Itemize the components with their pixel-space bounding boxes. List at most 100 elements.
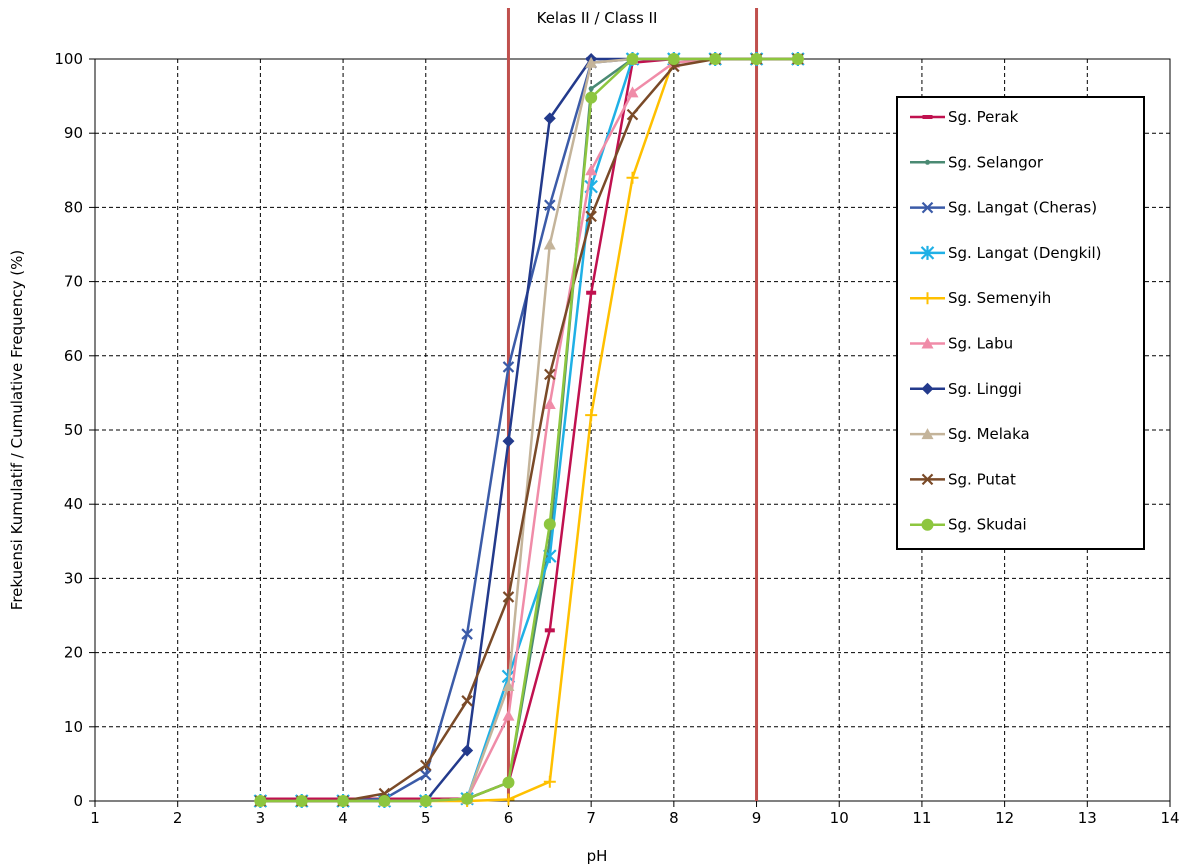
y-tick-label: 30 <box>64 569 83 587</box>
legend-item-sg-langat-cheras: Sg. Langat (Cheras) <box>910 199 1097 217</box>
legend-marker <box>922 115 933 119</box>
legend-label: Sg. Selangor <box>948 153 1044 171</box>
legend-label: Sg. Melaka <box>948 425 1030 443</box>
legend-marker <box>920 245 935 260</box>
data-point <box>543 398 556 410</box>
legend-marker <box>921 473 934 486</box>
data-point <box>254 795 267 807</box>
data-point <box>585 91 598 104</box>
y-tick-label: 70 <box>64 273 83 291</box>
x-axis-title: pH <box>587 847 608 865</box>
x-tick-label: 8 <box>669 809 679 827</box>
data-point <box>709 53 722 65</box>
data-point <box>502 776 515 789</box>
y-tick-label: 20 <box>64 644 83 662</box>
x-tick-label: 6 <box>504 809 514 827</box>
data-point <box>626 86 639 98</box>
data-point <box>626 108 639 121</box>
legend-label: Sg. Langat (Dengkil) <box>948 244 1102 262</box>
data-point <box>337 795 350 807</box>
data-point <box>295 795 308 807</box>
y-tick-label: 80 <box>64 198 83 216</box>
legend-marker <box>925 159 930 165</box>
data-point <box>544 628 555 633</box>
class-band <box>506 8 759 801</box>
legend-item-sg-skudai: Sg. Skudai <box>910 516 1027 534</box>
y-axis-title: Frekuensi Kumulatif / Cumulative Frequen… <box>8 250 26 610</box>
data-point <box>543 238 556 250</box>
legend-label: Sg. Linggi <box>948 380 1022 398</box>
data-point <box>502 435 515 448</box>
x-tick-label: 2 <box>173 809 183 827</box>
x-tick-label: 1 <box>90 809 100 827</box>
x-tick-label: 10 <box>830 809 849 827</box>
series-line-sg-skudai <box>260 57 798 803</box>
data-point <box>750 53 763 65</box>
series-sg-skudai <box>254 53 804 807</box>
legend-label: Sg. Labu <box>948 335 1013 353</box>
legend-item-sg-putat: Sg. Putat <box>910 470 1016 488</box>
data-point <box>419 795 432 807</box>
data-point <box>543 112 556 125</box>
data-point <box>378 795 391 807</box>
y-tick-label: 40 <box>64 495 83 513</box>
data-point <box>667 53 680 65</box>
legend-box <box>896 96 1145 550</box>
data-point <box>502 679 515 691</box>
data-point <box>586 290 597 295</box>
class-band-label: Kelas II / Class II <box>537 9 658 27</box>
y-tick-label: 90 <box>64 124 83 142</box>
x-tick-label: 13 <box>1078 809 1097 827</box>
x-tick-label: 11 <box>912 809 931 827</box>
y-tick-label: 10 <box>64 718 83 736</box>
data-point <box>626 171 639 184</box>
data-point <box>502 709 515 721</box>
legend-marker <box>921 518 934 531</box>
legend-label: Sg. Perak <box>948 108 1019 126</box>
legend-marker <box>921 201 934 214</box>
x-tick-label: 9 <box>752 809 762 827</box>
data-point <box>543 518 556 531</box>
legend-label: Sg. Skudai <box>948 516 1027 534</box>
y-tick-label: 50 <box>64 421 83 439</box>
legend-marker <box>921 337 934 349</box>
data-point <box>544 199 556 211</box>
legend-label: Sg. Putat <box>948 470 1016 488</box>
y-tick-label: 60 <box>64 347 83 365</box>
data-point <box>585 210 597 223</box>
series-layer <box>253 52 805 808</box>
data-point <box>588 86 594 92</box>
x-tick-label: 12 <box>995 809 1014 827</box>
legend-item-sg-linggi: Sg. Linggi <box>910 380 1022 398</box>
legend-item-sg-labu: Sg. Labu <box>910 335 1013 353</box>
data-point <box>419 769 432 781</box>
data-point <box>543 775 556 788</box>
data-point <box>502 591 515 603</box>
legend-label: Sg. Semenyih <box>948 289 1051 307</box>
x-tick-label: 3 <box>256 809 266 827</box>
data-point <box>585 409 598 422</box>
x-tick-label: 14 <box>1160 809 1179 827</box>
x-tick-label: 7 <box>586 809 596 827</box>
data-point <box>585 164 598 176</box>
data-point <box>461 744 474 757</box>
legend-label: Sg. Langat (Cheras) <box>948 199 1097 217</box>
legend-item-sg-perak: Sg. Perak <box>910 108 1019 126</box>
legend-item-sg-selangor: Sg. Selangor <box>910 153 1044 171</box>
x-tick-label: 4 <box>338 809 348 827</box>
y-axis-ticks: 0 10 20 30 40 50 60 70 80 90 100 <box>54 50 95 810</box>
data-point <box>791 53 804 65</box>
legend: Sg. Perak Sg. Selangor Sg. Langat (Cheras)… <box>896 96 1145 550</box>
y-tick-label: 0 <box>73 792 83 810</box>
x-tick-label: 5 <box>421 809 431 827</box>
data-point <box>502 361 515 373</box>
legend-item-sg-semenyih: Sg. Semenyih <box>910 289 1051 307</box>
legend-marker <box>921 382 934 395</box>
data-point <box>544 368 556 381</box>
legend-marker <box>921 428 934 440</box>
data-point <box>461 695 473 707</box>
data-point <box>461 792 474 805</box>
x-axis-ticks: 1 2 3 4 5 6 7 8 9 10 11 12 13 14 <box>90 801 1180 827</box>
y-tick-label: 100 <box>54 50 83 68</box>
